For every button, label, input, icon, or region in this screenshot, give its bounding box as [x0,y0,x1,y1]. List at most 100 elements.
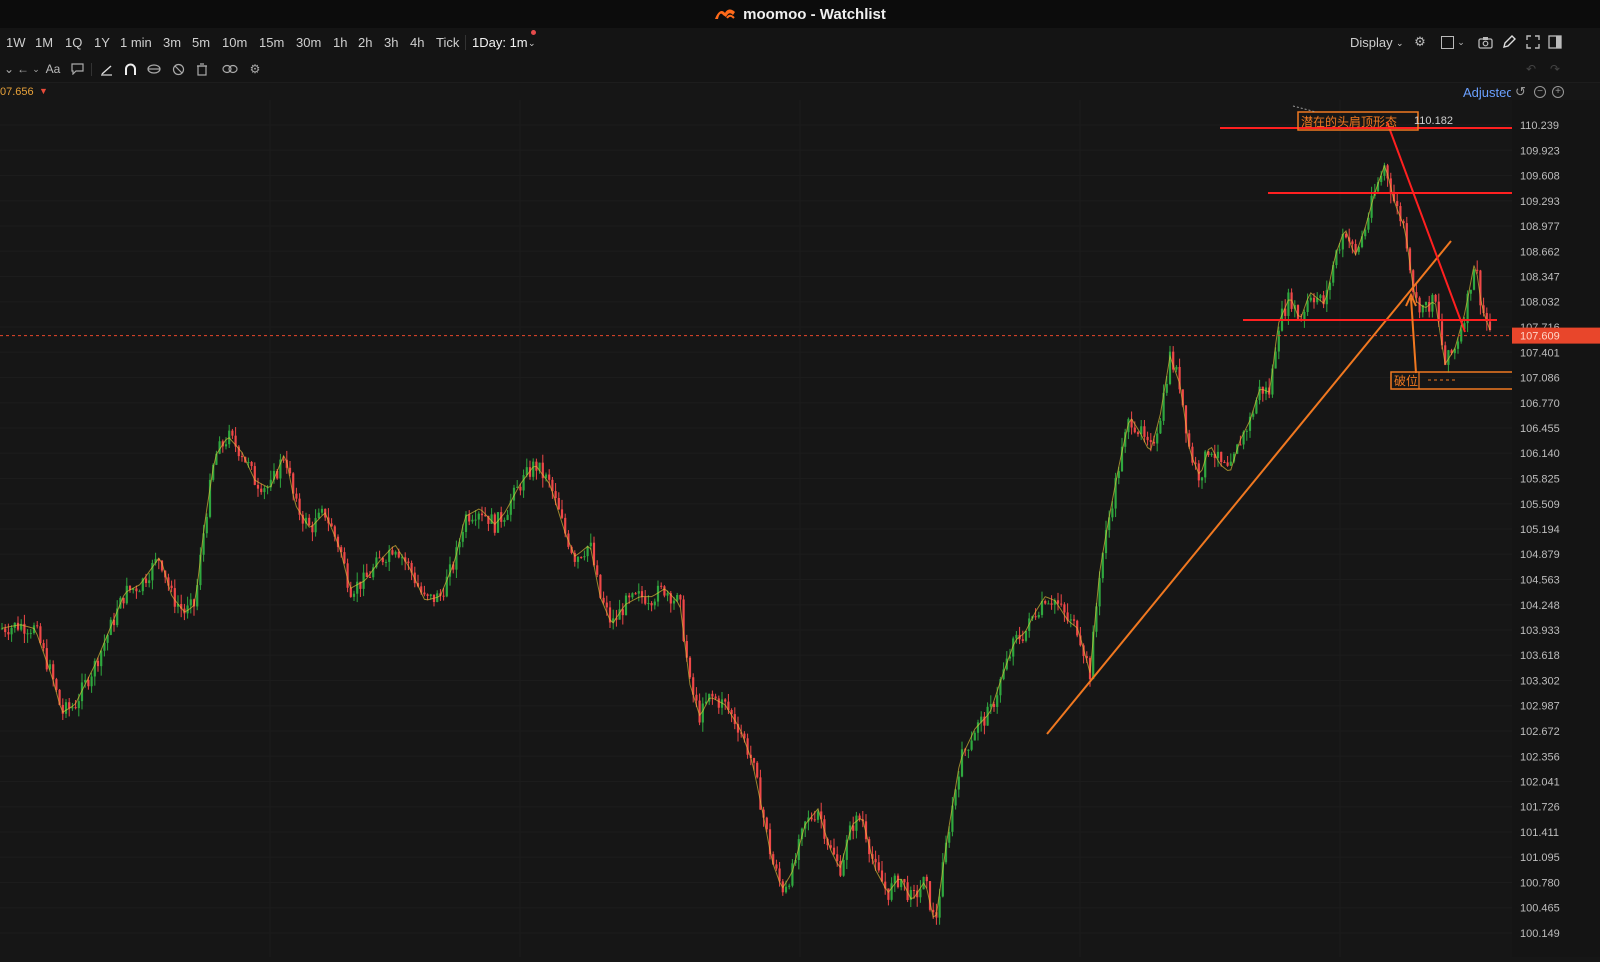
candle-body [615,618,618,620]
interval-1w[interactable]: 1W [6,35,26,50]
candle-body [688,657,692,678]
candle-body [1284,308,1287,316]
candle-body [1143,426,1146,437]
candle-body [1335,250,1338,266]
line-draw-icon[interactable] [97,60,115,78]
candle-body [455,547,458,570]
candle-body [333,526,336,537]
candle-body [68,702,71,709]
zoom-in-icon[interactable]: + [1552,86,1564,98]
settings-icon[interactable]: ⚙ [249,62,261,76]
interval-1y[interactable]: 1Y [94,35,110,50]
price-axis-ticks: 110.239 109.923 109.608 109.293 108.977 108.6… [1512,120,1600,940]
sidebar-toggle-icon[interactable] [1546,33,1564,51]
candle-body [308,517,311,526]
range-select[interactable]: 1Day: 1m [472,35,528,50]
cursor-icon[interactable]: ⌄ [3,62,15,76]
settings-gear-icon[interactable]: ⚙ [1414,34,1426,49]
interval-1q[interactable]: 1Q [65,35,83,50]
shoulder-slope-line[interactable] [1386,121,1466,333]
candlestick-chart[interactable]: 潜在的头肩顶形态 110.182 破位 [0,100,1512,957]
moving-average-line [1,164,1491,918]
candle-body [125,585,128,604]
candle-body [698,700,701,723]
chevron-down-icon[interactable]: ⌄ [1457,36,1465,47]
price-tick-label: 102.672 [1520,726,1560,738]
camera-icon[interactable] [1476,33,1494,51]
reset-icon[interactable]: ↺ [1515,84,1526,99]
candle-body [0,628,4,630]
candle-body [464,514,468,533]
current-price-label: 107.609 [1520,331,1560,343]
candle-body [653,601,656,606]
interval-tick[interactable]: Tick [436,35,460,50]
display-button[interactable]: Display [1350,35,1393,50]
interval-30m[interactable]: 30m [296,35,322,50]
interval-1min[interactable]: 1 min [120,35,152,50]
candle-body [778,868,781,882]
candle-body [583,556,586,558]
interval-2h[interactable]: 2h [358,35,373,50]
candle-body [330,523,333,527]
candle-body [650,603,653,606]
interval-10m[interactable]: 10m [222,35,248,50]
candle-body [954,789,957,806]
interval-3m[interactable]: 3m [163,35,182,50]
candle-body [231,430,234,436]
price-tick-label: 109.608 [1520,171,1560,183]
candle-body [1421,305,1424,313]
price-axis[interactable]: 110.239 109.923 109.608 109.293 108.977 108.6… [1512,100,1600,957]
magnet-icon[interactable] [121,60,139,78]
candle-body [272,471,276,480]
pen-icon[interactable] [1500,33,1518,51]
link-icon[interactable] [221,60,239,78]
candle-body [506,514,509,520]
chevron-down-icon[interactable]: ⌄ [32,63,40,74]
price-tick-label: 101.726 [1520,802,1560,814]
layout-square-icon[interactable] [1438,33,1456,51]
candle-body [1232,453,1236,462]
interval-3h[interactable]: 3h [384,35,399,50]
candle-body [496,512,500,533]
arrow-back-icon[interactable]: ← [17,62,29,76]
breakdown-label-box[interactable] [1390,371,1512,390]
hide-icon[interactable] [169,60,187,78]
price-tick-label: 108.347 [1520,272,1560,284]
candle-body [132,588,135,591]
window-title: moomoo - Watchlist [743,5,886,23]
candle-body [1357,247,1360,253]
text-aa-icon[interactable]: Aa [45,62,61,76]
candle-body [1338,249,1341,251]
candle-body [1053,600,1056,605]
adjusted-toggle[interactable]: Adjusted [1463,85,1511,100]
candle-body [295,493,298,499]
candle-body [1024,630,1028,641]
interval-1m[interactable]: 1M [35,35,54,50]
trash-icon[interactable] [193,60,211,78]
candle-body [695,694,698,701]
zoom-out-icon[interactable]: − [1534,86,1546,98]
candle-body [647,603,650,605]
chevron-down-icon[interactable]: ⌄ [528,38,536,48]
interval-1h[interactable]: 1h [333,35,348,50]
undo-icon[interactable]: ↶ [1525,62,1537,76]
interval-15m[interactable]: 15m [259,35,285,50]
fullscreen-icon[interactable] [1524,33,1542,51]
eye-lock-icon[interactable] [145,60,163,78]
redo-icon[interactable]: ↷ [1549,62,1561,76]
interval-5m[interactable]: 5m [192,35,211,50]
candle-body [423,592,426,595]
candle-body [39,626,42,644]
caret-down-icon[interactable]: ▼ [39,86,48,96]
candle-body [618,609,621,620]
candle-body [554,491,557,499]
price-tick-label: 102.356 [1520,751,1560,763]
candle-body [58,689,61,705]
chevron-down-icon[interactable]: ⌄ [1396,38,1404,48]
candle-body [752,758,756,763]
breakdown-arrow[interactable] [1410,297,1417,374]
interval-4h[interactable]: 4h [410,35,425,50]
comment-icon[interactable] [68,60,86,78]
pattern-label-box[interactable] [1297,111,1419,131]
ascending-trendline[interactable] [1046,240,1452,735]
